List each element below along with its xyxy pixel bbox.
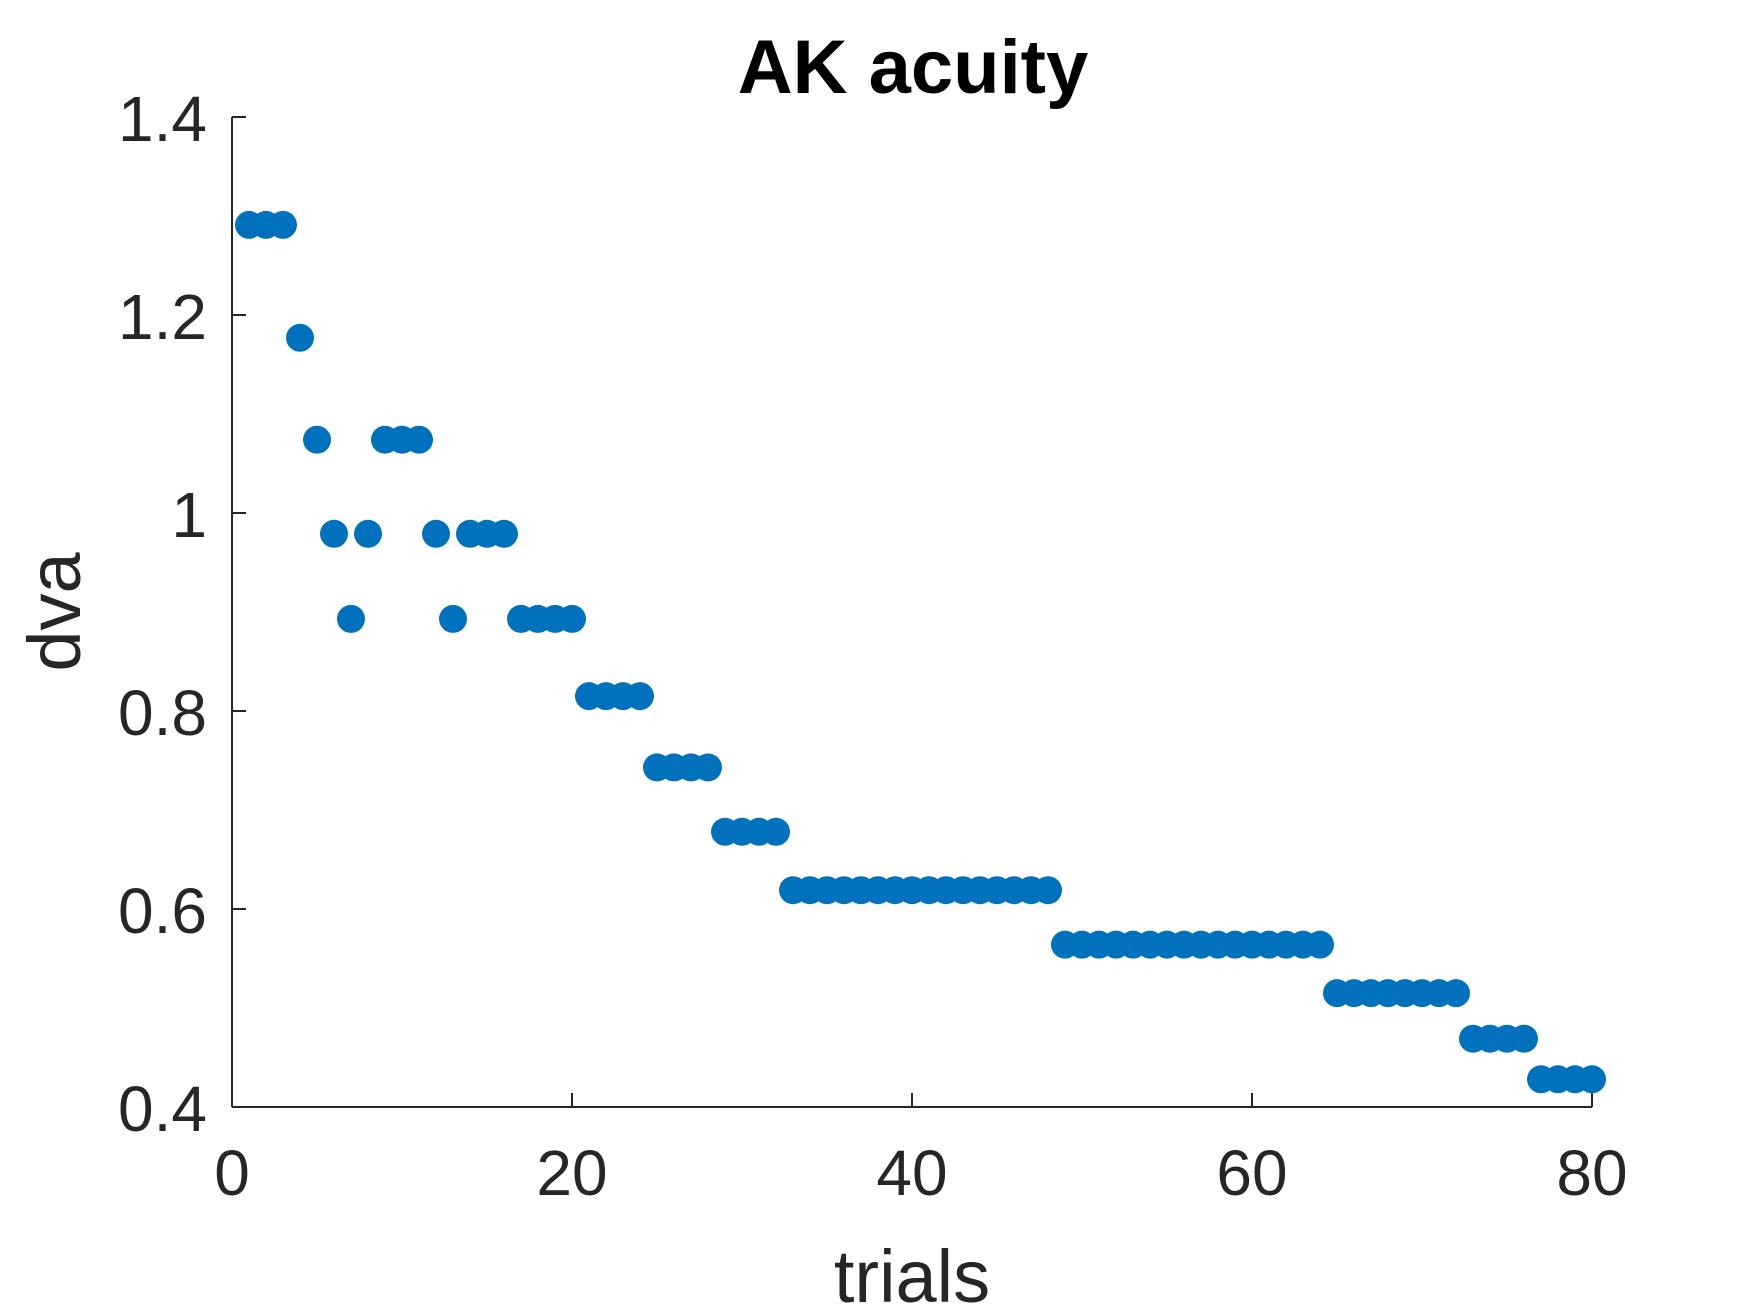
data-point: [320, 519, 348, 548]
y-tick-label: 1.4: [118, 83, 207, 155]
y-axis-label: dva: [13, 552, 96, 672]
data-point: [439, 604, 467, 633]
data-point: [626, 682, 654, 711]
data-point: [1306, 930, 1334, 959]
data-point: [1442, 979, 1470, 1008]
y-tick-label: 0.4: [118, 1073, 207, 1145]
y-tick-label: 1.2: [118, 281, 207, 353]
data-point: [1034, 876, 1062, 905]
data-point: [286, 323, 314, 352]
x-tick-label: 0: [214, 1137, 250, 1209]
y-tick-label: 1: [171, 479, 207, 551]
y-tick-label: 0.8: [118, 677, 207, 749]
data-point: [337, 604, 365, 633]
x-tick-label: 80: [1556, 1137, 1627, 1209]
data-point: [490, 519, 518, 548]
data-point: [694, 753, 722, 782]
x-tick-label: 60: [1216, 1137, 1287, 1209]
x-tick-label: 40: [876, 1137, 947, 1209]
data-point: [762, 817, 790, 846]
data-point: [1510, 1024, 1538, 1053]
plot-area: 0 20 40 60 80 0.4 0.6 0.8 1 1.2 1.4: [118, 83, 1628, 1209]
data-point: [303, 425, 331, 454]
chart-title: AK acuity: [738, 25, 1089, 110]
data-point: [558, 604, 586, 633]
x-tick-label: 20: [536, 1137, 607, 1209]
data-points: [235, 210, 1606, 1094]
data-point: [269, 210, 297, 239]
x-axis-label: trials: [834, 1235, 990, 1313]
data-point: [1578, 1065, 1606, 1094]
y-tick-label: 0.6: [118, 875, 207, 947]
data-point: [405, 425, 433, 454]
x-axis-ticks: 0 20 40 60 80: [214, 1093, 1628, 1209]
y-axis-ticks: 0.4 0.6 0.8 1 1.2 1.4: [118, 83, 246, 1145]
data-point: [422, 519, 450, 548]
data-point: [354, 519, 382, 548]
